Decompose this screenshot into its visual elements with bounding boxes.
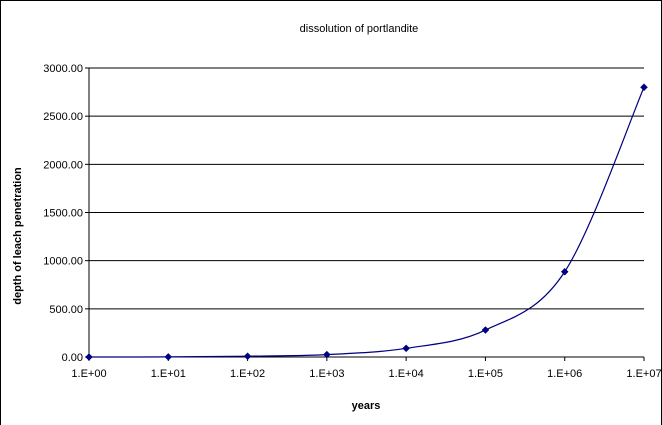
- y-tick-labels: 0.00 500.00 1000.00 1500.00 2000.00 2500.00 30…: [43, 63, 83, 364]
- x-tick-label: 1.E+02: [230, 368, 265, 380]
- y-axis-label: depth of leach penetration: [12, 167, 24, 305]
- y-tick-label: 0.00: [62, 352, 83, 364]
- x-tick-label: 1.E+01: [151, 368, 186, 380]
- data-point: [243, 352, 252, 361]
- y-tick-label: 2000.00: [43, 159, 83, 171]
- axes-layer: [85, 67, 645, 361]
- y-tick-label: 1000.00: [43, 256, 83, 268]
- y-tick-label: 3000.00: [43, 63, 83, 75]
- x-tick-label: 1.E+06: [547, 368, 582, 380]
- data-point: [402, 344, 410, 353]
- y-tick-label: 500.00: [49, 304, 83, 316]
- x-tick-label: 1.E+00: [71, 368, 106, 380]
- data-point: [481, 326, 490, 334]
- chart-title: dissolution of portlandite: [300, 23, 419, 35]
- x-axis-label: years: [352, 400, 381, 412]
- y-tick-label: 2500.00: [43, 111, 83, 123]
- x-tick-label: 1.E+05: [468, 368, 503, 380]
- x-tick-label: 1.E+03: [309, 368, 344, 380]
- series-layer: [85, 83, 648, 361]
- x-tick-label: 1.E+04: [389, 368, 424, 380]
- x-tick-label: 1.E+07: [626, 368, 661, 380]
- data-point: [164, 353, 173, 361]
- grid-layer: [89, 67, 644, 310]
- x-tick-labels: 1.E+00 1.E+01 1.E+02 1.E+03 1.E+04 1.E+05 1.E+…: [71, 368, 661, 380]
- data-point: [640, 83, 648, 92]
- data-point: [323, 350, 331, 359]
- data-point: [85, 353, 93, 361]
- y-tick-label: 1500.00: [43, 208, 83, 220]
- series-line: [88, 87, 645, 358]
- data-point: [560, 267, 569, 276]
